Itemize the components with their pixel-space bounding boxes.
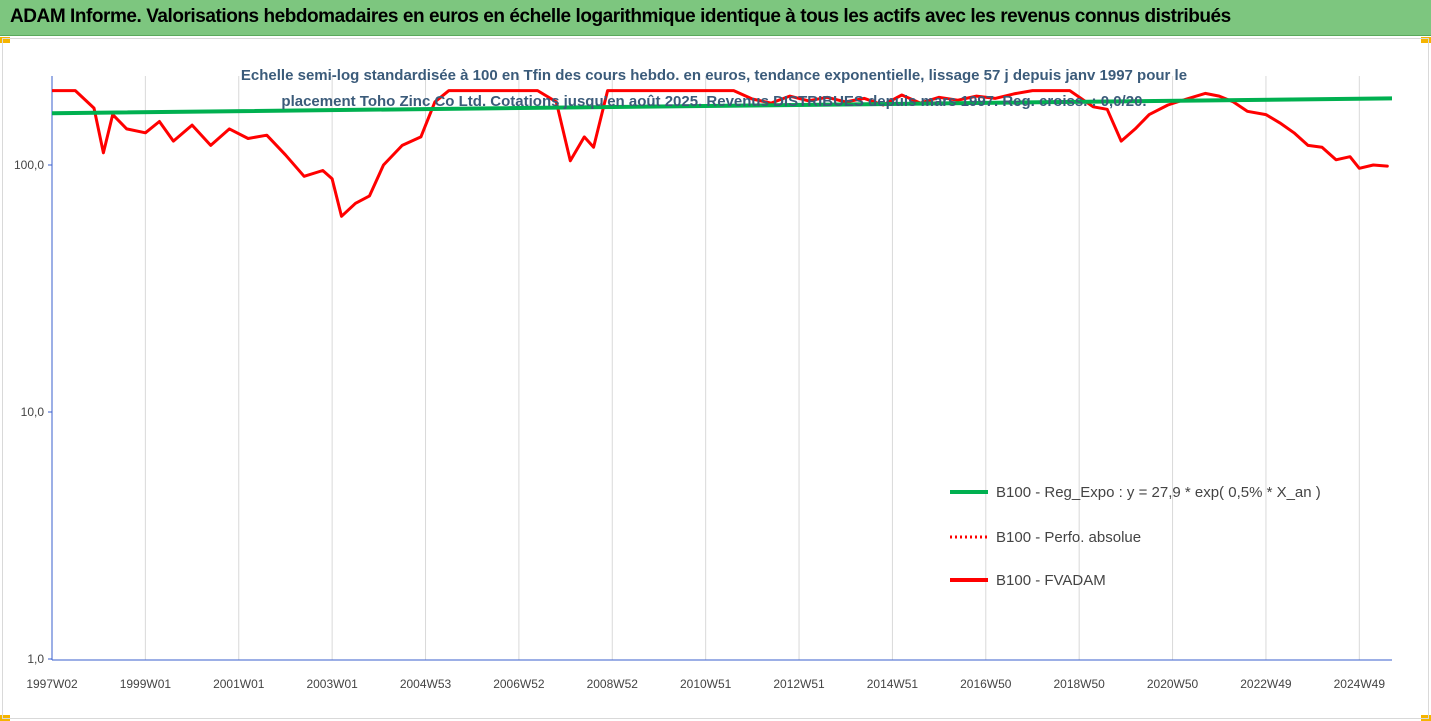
chart-subtitle-line-2: placement Toho Zinc Co Ltd. Cotations ju… <box>281 93 1146 110</box>
title-banner: ADAM Informe. Valorisations hebdomadaire… <box>0 0 1431 36</box>
chart-subtitle-line-1: Echelle semi-log standardisée à 100 en T… <box>241 67 1187 84</box>
x-tick-label: 2016W50 <box>960 677 1012 691</box>
legend-label: B100 - Perfo. absolue <box>996 529 1141 546</box>
x-axis: 1997W02 1999W01 2001W01 2003W01 2004W53 2006W… <box>26 659 1392 691</box>
x-tick-label: 2018W50 <box>1053 677 1105 691</box>
x-tick-label: 1997W02 <box>26 677 78 691</box>
x-tick-label: 2014W51 <box>867 677 919 691</box>
x-tick-label: 2003W01 <box>306 677 358 691</box>
chart-frame <box>2 38 1429 719</box>
y-tick-label: 100,0 <box>14 158 44 172</box>
legend-item-perfo-absolue: B100 - Perfo. absolue <box>950 529 1141 546</box>
x-tick-label: 2012W51 <box>773 677 825 691</box>
corner-mark-top-left <box>0 37 10 43</box>
x-tick-label: 2010W51 <box>680 677 732 691</box>
x-tick-label: 2006W52 <box>493 677 545 691</box>
x-tick-label: 2022W49 <box>1240 677 1292 691</box>
fvadam-series-line <box>52 89 1389 218</box>
y-tick-label: 1,0 <box>27 652 44 666</box>
page-title: ADAM Informe. Valorisations hebdomadaire… <box>10 6 1231 27</box>
x-tick-label: 2008W52 <box>587 677 639 691</box>
trend-series-line <box>52 96 1392 116</box>
legend: B100 - Reg_Expo : y = 27,9 * exp( 0,5% *… <box>950 484 1321 589</box>
x-tick-label: 2024W49 <box>1334 677 1386 691</box>
legend-label: B100 - FVADAM <box>996 572 1106 589</box>
x-tick-label: 2020W50 <box>1147 677 1199 691</box>
series-layer <box>52 89 1392 218</box>
x-tick-label: 2001W01 <box>213 677 265 691</box>
legend-label: B100 - Reg_Expo : y = 27,9 * exp( 0,5% *… <box>996 484 1321 501</box>
legend-item-fvadam: B100 - FVADAM <box>950 572 1106 589</box>
chart-subtitle: Echelle semi-log standardisée à 100 en T… <box>241 67 1187 110</box>
legend-item-reg-expo: B100 - Reg_Expo : y = 27,9 * exp( 0,5% *… <box>950 484 1321 501</box>
grid-lines <box>51 76 1360 660</box>
y-axis: 1,0 10,0 100,0 <box>14 76 53 666</box>
x-tick-label: 2004W53 <box>400 677 452 691</box>
x-tick-label: 1999W01 <box>120 677 172 691</box>
y-tick-label: 10,0 <box>21 405 45 419</box>
corner-mark-top-right <box>1421 37 1431 43</box>
